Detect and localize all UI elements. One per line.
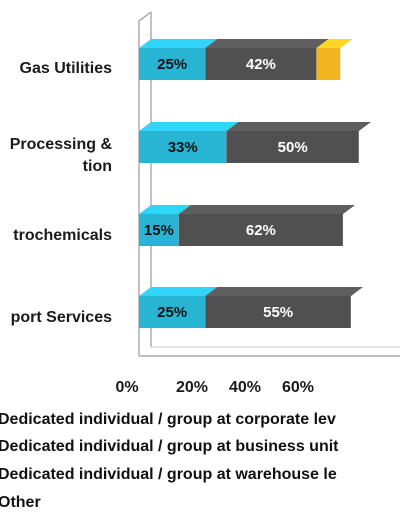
bar-segment-top — [139, 287, 218, 296]
bar-segment — [226, 131, 359, 163]
x-tick-label: 0% — [115, 379, 138, 396]
bar-segment-top — [178, 205, 356, 214]
x-tick-label: 40% — [229, 379, 261, 396]
bar-segment-top — [139, 39, 218, 48]
x-tick-label: 20% — [176, 379, 208, 396]
data-label: 55% — [263, 304, 293, 321]
data-label: 25% — [157, 304, 187, 321]
data-label: 33% — [168, 139, 198, 156]
legend-entry: Dedicated individual / group at warehous… — [0, 466, 337, 483]
bar-segment-top — [205, 39, 329, 48]
bar-segment — [139, 214, 179, 246]
bar-segment-top — [205, 287, 363, 296]
category-label: trochemicals — [13, 227, 112, 244]
bar-segment — [205, 48, 317, 80]
category-label: Processing & tion — [10, 136, 113, 175]
bar-segment-top — [316, 39, 353, 48]
bar-segment-top — [226, 122, 371, 131]
bar-stack: 15% 62% — [139, 205, 356, 246]
data-label: 50% — [278, 139, 308, 156]
x-axis-ticks: 0% 20% 40% 60% — [115, 379, 314, 396]
data-label: 25% — [157, 56, 187, 73]
legend-entry: Other — [0, 494, 41, 511]
data-label: 62% — [246, 222, 276, 239]
category-label: port Services — [11, 309, 112, 326]
legend-entry: Dedicated individual / group at business… — [0, 438, 339, 455]
bar-segment — [205, 296, 351, 328]
legend-entry: Dedicated individual / group at corporat… — [0, 411, 336, 428]
legend: Dedicated individual / group at corporat… — [0, 411, 339, 511]
bar-stack: 25% 42% — [139, 39, 353, 80]
axis-top-edge — [138, 11, 152, 22]
bar-segment-top — [139, 122, 239, 131]
x-tick-label: 60% — [282, 379, 314, 396]
bar-segment — [139, 48, 206, 80]
bar-stack: 33% 50% — [139, 122, 371, 163]
bar-segment — [139, 131, 227, 163]
bar-segment — [178, 214, 344, 246]
bar-stacks: 25% 42% 33% 50% 15% 62% 25% 55% — [139, 39, 371, 328]
data-label: 15% — [144, 222, 174, 239]
category-label: Gas Utilities — [20, 60, 113, 77]
bar-segment — [316, 48, 341, 80]
bar-segment — [139, 296, 206, 328]
category-labels: Gas Utilities Processing & tion trochemical… — [10, 60, 113, 326]
bar-segment-top — [139, 205, 191, 214]
data-label: 42% — [246, 56, 276, 73]
bar-stack: 25% 55% — [139, 287, 363, 328]
